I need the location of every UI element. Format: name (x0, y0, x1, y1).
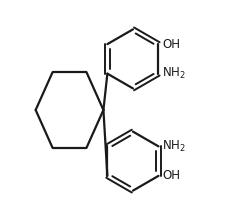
Text: NH$_2$: NH$_2$ (163, 139, 186, 154)
Text: OH: OH (163, 169, 180, 182)
Text: NH$_2$: NH$_2$ (163, 66, 186, 81)
Text: OH: OH (163, 38, 180, 51)
